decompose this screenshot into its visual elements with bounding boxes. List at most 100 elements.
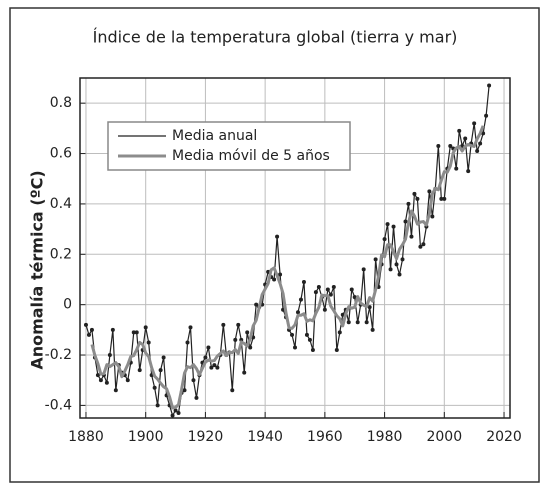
y-tick-label: -0.4	[45, 397, 72, 413]
data-point	[463, 136, 468, 141]
data-point	[334, 348, 339, 352]
data-point	[412, 191, 417, 196]
data-point	[113, 388, 118, 393]
y-tick-label: 0.2	[50, 246, 72, 262]
data-point	[442, 196, 447, 201]
data-point	[472, 121, 477, 126]
data-point	[230, 388, 235, 393]
data-point	[352, 295, 357, 300]
data-point	[212, 363, 217, 368]
data-point	[487, 83, 492, 88]
data-point	[397, 272, 402, 277]
data-point	[158, 368, 163, 373]
y-tick-label: 0.6	[50, 146, 72, 162]
data-point	[206, 345, 211, 350]
data-point	[203, 355, 208, 360]
x-tick-label: 1980	[367, 429, 403, 445]
data-point	[191, 378, 196, 383]
data-point	[313, 290, 318, 295]
data-point	[221, 322, 226, 327]
data-point	[322, 307, 327, 312]
x-tick-label: 1900	[128, 429, 164, 445]
data-point	[209, 365, 214, 370]
data-point	[188, 325, 193, 330]
series-line	[90, 125, 485, 410]
data-point	[134, 330, 139, 335]
data-point	[176, 410, 181, 415]
data-point	[454, 166, 459, 171]
data-point	[143, 325, 148, 330]
x-tick-label: 1880	[68, 429, 104, 445]
data-point	[185, 340, 190, 345]
data-point	[236, 322, 241, 327]
chart-title: Índice de la temperatura global (tierra …	[93, 28, 458, 47]
data-point	[331, 285, 336, 290]
data-point	[421, 242, 426, 247]
y-tick-label: 0	[63, 297, 72, 313]
data-point	[295, 310, 300, 315]
data-point	[337, 330, 342, 335]
data-point	[86, 332, 91, 337]
data-point	[254, 302, 259, 307]
x-tick-label: 1940	[247, 429, 283, 445]
data-point	[364, 320, 369, 325]
data-point	[182, 388, 187, 393]
data-point	[215, 365, 220, 370]
x-tick-label: 1960	[307, 429, 343, 445]
legend-label: Media móvil de 5 años	[172, 148, 330, 164]
data-point	[484, 113, 489, 118]
data-point	[391, 224, 396, 229]
data-point	[290, 332, 295, 337]
data-point	[373, 257, 378, 262]
plot-frame	[79, 77, 511, 419]
data-point	[403, 219, 408, 224]
data-point	[328, 292, 333, 297]
x-tick-label: 2000	[426, 429, 462, 445]
data-point	[161, 355, 166, 360]
data-point	[439, 196, 444, 201]
data-point	[194, 395, 199, 400]
data-point	[370, 327, 375, 332]
data-point	[418, 244, 423, 249]
legend-label: Media anual	[172, 128, 257, 144]
data-point	[137, 368, 142, 373]
data-point	[415, 196, 420, 201]
data-point	[245, 330, 250, 335]
data-point	[110, 327, 115, 332]
data-point	[104, 380, 109, 385]
data-point	[310, 348, 315, 352]
data-point	[367, 305, 372, 310]
data-point	[248, 345, 253, 350]
data-point	[307, 337, 312, 342]
y-tick-label: 0.8	[50, 95, 72, 111]
data-point	[233, 337, 238, 342]
data-point	[83, 322, 88, 327]
data-point	[242, 370, 247, 375]
y-tick-label: 0.4	[50, 196, 72, 212]
data-point	[107, 353, 112, 358]
data-point	[406, 201, 411, 206]
data-point	[349, 287, 354, 292]
frame	[9, 7, 540, 483]
data-point	[98, 378, 103, 383]
data-point	[298, 297, 303, 302]
data-point	[400, 257, 405, 262]
legend-box	[107, 121, 351, 171]
data-point	[382, 237, 387, 242]
data-point	[466, 169, 471, 174]
data-point	[436, 144, 441, 148]
data-point	[155, 403, 160, 408]
data-point	[275, 234, 280, 239]
data-point	[125, 378, 130, 383]
data-point	[152, 385, 157, 390]
data-point	[95, 373, 100, 378]
data-point	[272, 277, 277, 282]
data-point	[448, 144, 453, 148]
data-point	[346, 320, 351, 325]
data-point	[394, 262, 399, 267]
data-point	[388, 267, 393, 272]
x-tick-label: 1920	[188, 429, 224, 445]
data-point	[304, 332, 309, 337]
y-tick-label: -0.2	[45, 347, 72, 363]
